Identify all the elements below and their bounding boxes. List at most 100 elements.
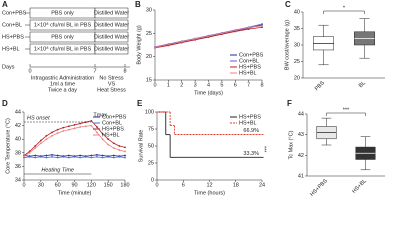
y-axis-label: Tc Max (°C) (288, 130, 294, 159)
treatment: PBS only (51, 10, 74, 16)
point (107, 143, 110, 146)
point (34, 147, 37, 149)
y-tick-label: 44 (15, 109, 21, 115)
y-tick-label: 20 (294, 75, 300, 81)
panel-label: C (285, 0, 291, 9)
point (79, 126, 82, 128)
y-tick-label: 40 (294, 9, 300, 15)
treatment: 1×10⁸ cfu/ml BL in PBS (34, 45, 92, 52)
point (167, 43, 170, 46)
point (261, 24, 263, 27)
significance: *** (343, 107, 350, 113)
water: Distilled Water (94, 22, 129, 28)
administration: Intragastric Administration (31, 75, 94, 81)
point (67, 156, 70, 159)
x-tick-label: 2 (180, 82, 183, 88)
point (39, 139, 42, 142)
day-label: 8 (123, 68, 126, 74)
point (112, 156, 115, 159)
point (73, 155, 76, 158)
x-tick-label: 180 (120, 182, 129, 188)
point (101, 154, 104, 157)
legend-label: HS+PBS (239, 64, 261, 70)
y-axis-label: Body Weight (g) (136, 25, 142, 65)
point (234, 29, 237, 32)
point (51, 153, 53, 156)
y-axis-label: Core Temperature (°C) (5, 118, 11, 174)
x-tick-label: HS+BL (351, 178, 368, 195)
point (45, 154, 48, 157)
value-label: 66.9% (243, 128, 259, 134)
point (23, 155, 25, 158)
point (107, 138, 110, 141)
point (96, 131, 98, 134)
legend-label: Con+PBS (239, 52, 264, 58)
point (124, 146, 126, 149)
point (67, 128, 70, 131)
point (101, 138, 104, 141)
x-tick-label: 1 (167, 82, 170, 88)
y-tick-label: 15 (146, 77, 152, 83)
treatment: PBS only (51, 34, 74, 40)
y-tick-label: 75 (148, 126, 154, 132)
point (90, 154, 93, 157)
point (28, 151, 31, 154)
x-tick-label: 90 (71, 182, 77, 188)
point (96, 153, 98, 156)
x-tick-label: 0 (153, 82, 156, 88)
point (34, 156, 37, 159)
legend-label: HS+PBS (102, 126, 124, 132)
point (34, 154, 37, 157)
point (124, 150, 126, 153)
x-tick-label: 24 (259, 182, 265, 188)
y-tick-label: 30 (146, 7, 152, 13)
point (67, 154, 70, 157)
legend-label: HS+BL (102, 132, 120, 138)
administration: Twice a day (48, 87, 77, 93)
point (220, 32, 223, 35)
x-tick-label: 3 (194, 82, 197, 88)
treatment: 1×10⁸ cfu/ml BL in PBS (34, 21, 92, 28)
stress: Heat Stress (97, 87, 126, 93)
figure: A Con+PBS PBS only Distilled Water Con+BL 1×1… (2, 0, 385, 198)
y-tick-label: 43 (298, 132, 304, 138)
legend-label: HS+PBS (239, 114, 261, 120)
point (96, 126, 98, 128)
point (107, 155, 110, 158)
water-box (94, 19, 129, 31)
significance-bracket (323, 10, 365, 14)
point (56, 156, 59, 159)
point (62, 130, 65, 132)
x-tick-label: 18 (233, 182, 239, 188)
y-tick-label: 50 (148, 143, 154, 149)
stress: No Stress (99, 75, 123, 81)
y-tick-label: 44 (298, 111, 304, 117)
point (39, 142, 42, 145)
x-tick-label: 5 (220, 82, 223, 88)
y-tick-label: 20 (146, 54, 152, 60)
point (62, 126, 65, 129)
point (51, 134, 53, 137)
x-tick-label: 6 (182, 182, 185, 188)
day-label: 0 (28, 68, 31, 74)
x-tick-label: BL (358, 80, 367, 89)
significance: * (343, 5, 346, 11)
point (90, 119, 93, 122)
panel-label: E (137, 99, 143, 108)
significance: *** (261, 146, 267, 153)
point (207, 35, 210, 38)
value-label: 33.3% (243, 151, 259, 157)
group-name: Con+BL (2, 22, 22, 28)
point (73, 127, 76, 130)
point (28, 150, 31, 153)
significance-bracket (326, 112, 366, 116)
y-tick-label: 36 (15, 164, 21, 170)
panel-label: A (2, 0, 8, 9)
point (51, 131, 53, 134)
x-tick-label: 7 (247, 82, 250, 88)
y-axis-label: BW cost/average (g) (284, 20, 290, 70)
page: {"schematic":{"panel_label":"A", "groups… (2, 0, 385, 198)
point (124, 154, 126, 157)
legend-label: Con+PBS (102, 114, 127, 120)
x-axis-label: Time (hours) (194, 190, 225, 196)
